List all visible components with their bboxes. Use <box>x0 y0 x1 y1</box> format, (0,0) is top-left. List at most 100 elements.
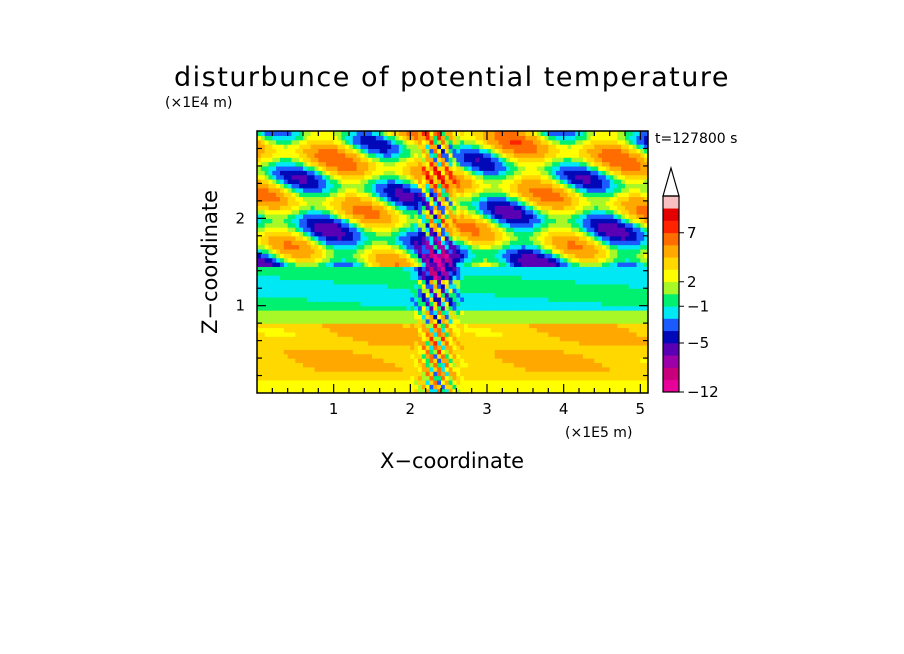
heatmap-cell <box>264 135 270 141</box>
heatmap-cell <box>510 257 515 263</box>
heatmap-cell <box>314 323 319 329</box>
heatmap-cell <box>529 131 534 136</box>
heatmap-cell <box>487 174 492 180</box>
heatmap-cell <box>525 244 530 250</box>
heatmap-cell <box>517 161 523 167</box>
heatmap-cell <box>318 179 323 184</box>
heatmap-cell <box>471 353 477 359</box>
heatmap-cell <box>433 152 438 158</box>
heatmap-cell <box>498 358 503 364</box>
heatmap-cell <box>479 288 484 294</box>
heatmap-cell <box>402 183 408 189</box>
heatmap-cell <box>533 257 538 263</box>
heatmap-cell <box>280 262 285 267</box>
heatmap-cell <box>498 323 503 329</box>
heatmap-cell <box>536 240 542 246</box>
heatmap-cell <box>368 135 373 141</box>
heatmap-cell <box>379 144 385 150</box>
heatmap-cell <box>349 366 354 372</box>
heatmap-cell <box>268 371 273 377</box>
heatmap-cell <box>276 270 281 276</box>
heatmap-cell <box>272 257 277 263</box>
heatmap-cell <box>556 135 561 141</box>
heatmap-cell <box>552 283 557 289</box>
heatmap-cell <box>318 262 323 267</box>
heatmap-cell <box>349 218 354 224</box>
heatmap-cell <box>318 375 323 381</box>
heatmap-cell <box>506 283 511 289</box>
heatmap-cell <box>402 353 408 359</box>
heatmap-cell <box>264 270 270 276</box>
heatmap-cell <box>372 213 377 219</box>
heatmap-cell <box>506 358 511 364</box>
heatmap-cell <box>364 148 369 154</box>
heatmap-cell <box>452 331 457 337</box>
heatmap-cell <box>329 157 335 163</box>
heatmap-cell <box>460 240 465 246</box>
heatmap-cell <box>502 209 507 215</box>
heatmap-cell <box>517 170 523 176</box>
heatmap-cell <box>475 222 480 228</box>
heatmap-cell <box>387 314 392 320</box>
heatmap-cell <box>291 323 296 329</box>
heatmap-cell <box>329 301 335 307</box>
heatmap-cell <box>352 288 358 294</box>
heatmap-cell <box>395 165 400 171</box>
heatmap-cell <box>314 331 319 337</box>
heatmap-cell <box>571 375 576 381</box>
heatmap-cell <box>375 362 381 368</box>
heatmap-cell <box>295 139 300 145</box>
heatmap-cell <box>487 262 492 267</box>
heatmap-cell <box>356 266 362 272</box>
heatmap-cell <box>402 358 408 364</box>
heatmap-cell <box>563 244 569 250</box>
heatmap-cell <box>287 257 293 263</box>
heatmap-cell <box>464 349 469 355</box>
heatmap-cell <box>429 292 434 298</box>
heatmap-cell <box>425 257 431 263</box>
heatmap-cell <box>490 266 496 272</box>
heatmap-cell <box>567 235 572 241</box>
heatmap-cell <box>506 131 511 136</box>
heatmap-cell <box>517 139 523 145</box>
heatmap-cell <box>540 262 546 267</box>
heatmap-cell <box>272 135 277 141</box>
heatmap-cell <box>283 257 289 263</box>
heatmap-cell <box>536 296 542 302</box>
heatmap-cell <box>525 275 530 281</box>
heatmap-cell <box>283 262 289 267</box>
heatmap-cell <box>540 314 546 320</box>
heatmap-cell <box>333 144 339 150</box>
heatmap-cell <box>341 327 346 333</box>
heatmap-cell <box>540 179 546 184</box>
heatmap-cell <box>506 148 511 154</box>
heatmap-cell <box>264 192 270 198</box>
heatmap-cell <box>303 157 308 163</box>
heatmap-cell <box>521 371 526 377</box>
heatmap-cell <box>375 358 381 364</box>
heatmap-cell <box>536 179 542 184</box>
heatmap-cell <box>406 139 411 145</box>
heatmap-cell <box>421 270 427 276</box>
heatmap-cell <box>464 152 469 158</box>
heatmap-cell <box>414 379 419 385</box>
heatmap-cell <box>471 358 477 364</box>
heatmap-cell <box>314 144 319 150</box>
heatmap-cell <box>556 288 561 294</box>
heatmap-cell <box>506 209 511 215</box>
heatmap-cell <box>395 384 400 390</box>
heatmap-cell <box>268 165 273 171</box>
heatmap-cell <box>448 161 454 167</box>
heatmap-cell <box>494 305 500 311</box>
heatmap-cell <box>525 296 530 302</box>
heatmap-cell <box>460 279 465 285</box>
heatmap-cell <box>556 218 561 224</box>
heatmap-cell <box>329 327 335 333</box>
heatmap-cell <box>268 262 273 267</box>
heatmap-cell <box>314 174 319 180</box>
heatmap-cell <box>559 248 565 254</box>
heatmap-cell <box>310 375 316 381</box>
heatmap-cell <box>322 187 327 193</box>
heatmap-cell <box>387 170 392 176</box>
heatmap-cell <box>379 262 385 267</box>
